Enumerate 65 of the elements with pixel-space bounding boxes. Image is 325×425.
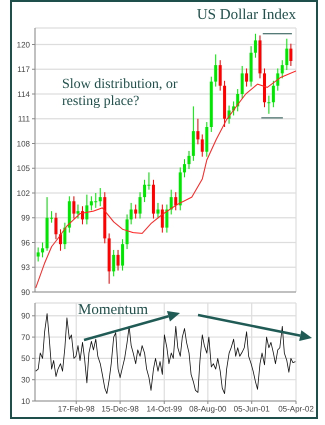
candlestick (170, 189, 173, 215)
candlestick (196, 118, 200, 145)
candlestick (90, 196, 93, 211)
candlestick (276, 68, 280, 92)
candlestick (280, 60, 284, 79)
candlestick (138, 192, 142, 220)
candlestick (156, 202, 160, 220)
annotation: Slow distribution, or resting place? (62, 76, 179, 110)
y-tick-label: 30 (21, 376, 31, 385)
y-tick-label: 114 (17, 90, 31, 99)
line-series (35, 70, 296, 288)
candlestick (254, 33, 257, 58)
y-tick-label: 93 (21, 263, 31, 272)
candlestick (72, 196, 76, 220)
candlestick (200, 134, 204, 158)
y-tick-label: 50 (21, 354, 31, 364)
y-tick-label: 90 (21, 312, 31, 321)
x-tick-label: 05-Jun-01 (234, 404, 270, 414)
candlestick (41, 242, 44, 258)
candlestick (165, 204, 168, 234)
candlestick (174, 192, 178, 211)
candlestick (76, 204, 80, 220)
y-tick-label: 111 (18, 114, 31, 124)
x-tick-label: 17-Feb-98 (58, 404, 96, 414)
candlestick (80, 206, 84, 225)
y-tick-label: 99 (21, 214, 31, 223)
x-tick-label: 05-Apr-02 (278, 404, 314, 414)
candlestick (98, 188, 102, 207)
candlestick (85, 194, 88, 225)
candlestick (285, 38, 288, 71)
candlestick (143, 179, 146, 203)
y-tick-label: 105 (16, 164, 31, 174)
y-tick-label: 102 (16, 188, 31, 198)
y-tick-label: 120 (16, 40, 31, 50)
candlestick (267, 95, 270, 114)
y-tick-label: 108 (16, 139, 31, 148)
x-tick-label: 14-Oct-99 (146, 404, 183, 414)
candlestick (218, 60, 222, 92)
chart-title: Momentum (78, 302, 148, 319)
candlestick (188, 150, 191, 170)
y-tick-label: 10 (21, 396, 31, 406)
candlestick (134, 204, 138, 220)
candlestick (272, 80, 275, 108)
candlestick (112, 249, 116, 277)
candlestick (214, 54, 218, 88)
candlestick (116, 249, 120, 272)
candlestick (182, 158, 186, 178)
candlestick (36, 246, 40, 262)
candlestick (130, 202, 133, 225)
candlestick (63, 222, 66, 250)
x-tick-label: 08-Aug-00 (189, 404, 228, 414)
candlestick (121, 238, 124, 272)
y-tick-label: 96 (21, 238, 31, 248)
candlestick (160, 204, 164, 234)
candlestick (240, 65, 244, 100)
candlestick (289, 43, 292, 66)
candlestick (94, 192, 98, 208)
x-tick-label: 15-Dec-98 (101, 404, 140, 414)
candlestick (245, 68, 248, 88)
line-series (35, 313, 296, 394)
candlestick (54, 212, 58, 240)
y-tick-label: 90 (21, 288, 31, 297)
y-tick-label: 117 (17, 65, 31, 74)
y-tick-label: 70 (21, 332, 31, 342)
chart-title: US Dollar Index (196, 7, 296, 24)
